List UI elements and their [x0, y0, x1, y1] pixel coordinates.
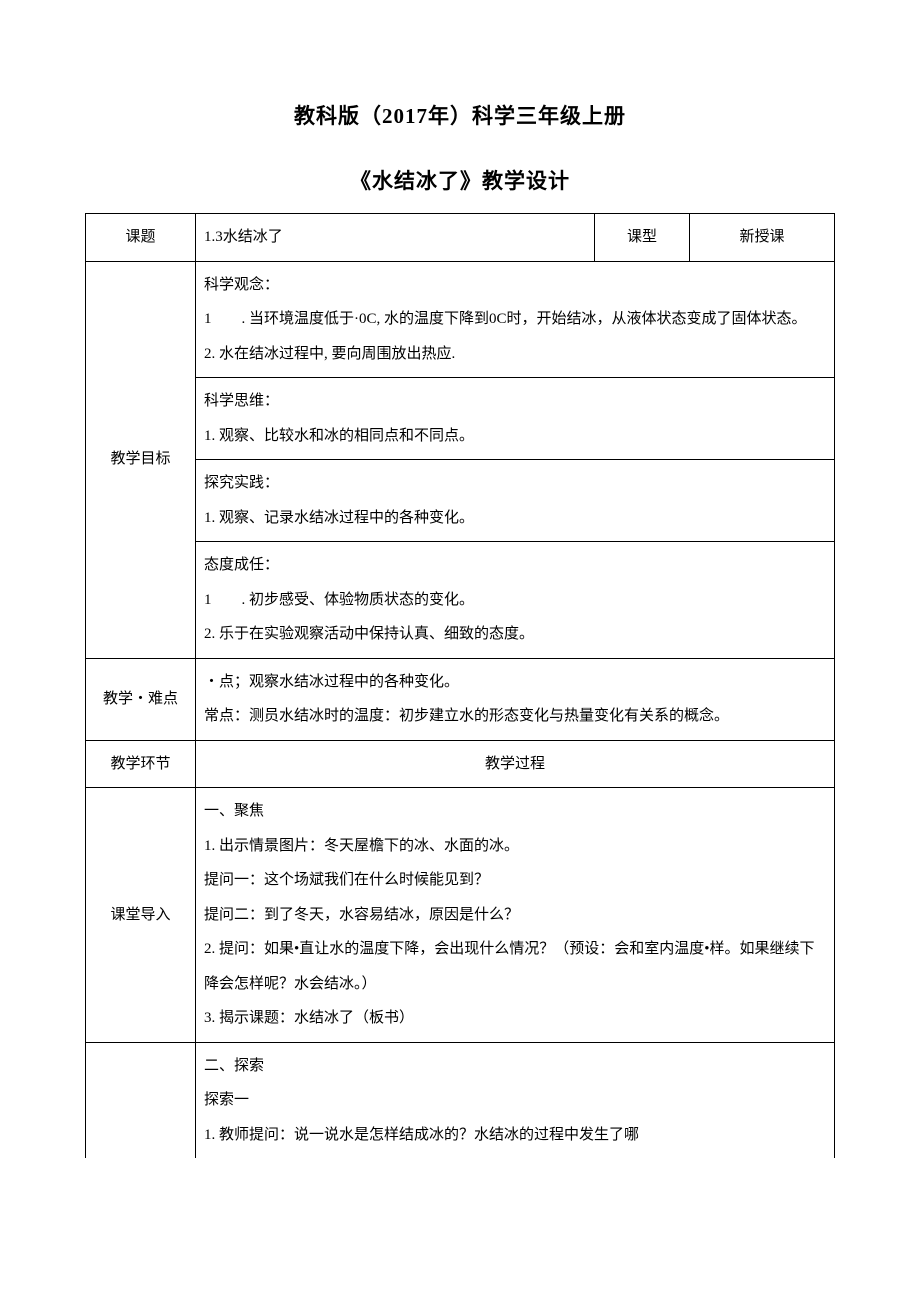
goals-label: 教学目标	[86, 261, 196, 658]
table-row-explore: 二、探索 探索一 1. 教师提问：说一说水是怎样结成冰的？水结冰的过程中发生了哪	[86, 1042, 835, 1158]
type-value: 新授课	[690, 214, 835, 262]
goal-line: 2. 乐于在实验观察活动中保持认真、细致的态度。	[204, 617, 826, 652]
goal-heading: 科学观念：	[204, 268, 826, 303]
table-row-keypoints: 教学・难点 ・点；观察水结冰过程中的各种变化。 常点：测员水结冰时的温度：初步建…	[86, 658, 835, 740]
explore-line: 1. 教师提问：说一说水是怎样结成冰的？水结冰的过程中发生了哪	[204, 1118, 826, 1153]
intro-line: 提问二：到了冬天，水容易结冰，原因是什么？	[204, 898, 826, 933]
keypoint-line: ・点；观察水结冰过程中的各种变化。	[204, 665, 826, 700]
intro-line: 3. 揭示课题：水结冰了（板书）	[204, 1001, 826, 1036]
goal-heading: 探究实践：	[204, 466, 826, 501]
keypoints-content: ・点；观察水结冰过程中的各种变化。 常点：测员水结冰时的温度：初步建立水的形态变…	[196, 658, 835, 740]
explore-label	[86, 1042, 196, 1158]
goal-heading: 科学思维：	[204, 384, 826, 419]
goal-line: 1 . 当环境温度低于·0C, 水的温度下降到0C时，开始结冰，从液体状态变成了…	[204, 302, 826, 337]
intro-line: 1. 出示情景图片：冬天屋檐下的冰、水面的冰。	[204, 829, 826, 864]
goal-line: 1. 观察、记录水结冰过程中的各种变化。	[204, 501, 826, 536]
intro-line: 一、聚焦	[204, 794, 826, 829]
intro-label: 课堂导入	[86, 788, 196, 1043]
goals-content: 科学观念： 1 . 当环境温度低于·0C, 水的温度下降到0C时，开始结冰，从液…	[196, 261, 835, 658]
explore-content: 二、探索 探索一 1. 教师提问：说一说水是怎样结成冰的？水结冰的过程中发生了哪	[196, 1042, 835, 1158]
table-row-intro: 课堂导入 一、聚焦 1. 出示情景图片：冬天屋檐下的冰、水面的冰。 提问一：这个…	[86, 788, 835, 1043]
goal-heading: 态度成任：	[204, 548, 826, 583]
goal-line: 1. 观察、比较水和冰的相同点和不同点。	[204, 419, 826, 454]
keypoints-label: 教学・难点	[86, 658, 196, 740]
table-row-topic: 课题 1.3水结冰了 课型 新授课	[86, 214, 835, 262]
main-title: 教科版（2017年）科学三年级上册	[85, 100, 835, 130]
type-label: 课型	[595, 214, 690, 262]
intro-content: 一、聚焦 1. 出示情景图片：冬天屋檐下的冰、水面的冰。 提问一：这个场斌我们在…	[196, 788, 835, 1043]
keypoint-line: 常点：测员水结冰时的温度：初步建立水的形态变化与热量变化有关系的概念。	[204, 699, 826, 734]
sub-title: 《水结冰了》教学设计	[85, 165, 835, 195]
table-row-goals: 教学目标 科学观念： 1 . 当环境温度低于·0C, 水的温度下降到0C时，开始…	[86, 261, 835, 658]
topic-label: 课题	[86, 214, 196, 262]
table-row-process-header: 教学环节 教学过程	[86, 740, 835, 788]
goal-line: 1 . 初步感受、体验物质状态的变化。	[204, 583, 826, 618]
explore-line: 探索一	[204, 1083, 826, 1118]
lesson-plan-table: 课题 1.3水结冰了 课型 新授课 教学目标 科学观念： 1 . 当环境温度低于…	[85, 213, 835, 1158]
intro-line: 2. 提问：如果•直让水的温度下降，会出现什么情况？（预设：会和室内温度•样。如…	[204, 932, 826, 1001]
topic-value: 1.3水结冰了	[196, 214, 595, 262]
process-col1: 教学环节	[86, 740, 196, 788]
process-col2: 教学过程	[196, 740, 835, 788]
explore-line: 二、探索	[204, 1049, 826, 1084]
goal-line: 2. 水在结冰过程中, 要向周围放出热应.	[204, 337, 826, 372]
intro-line: 提问一：这个场斌我们在什么时候能见到？	[204, 863, 826, 898]
